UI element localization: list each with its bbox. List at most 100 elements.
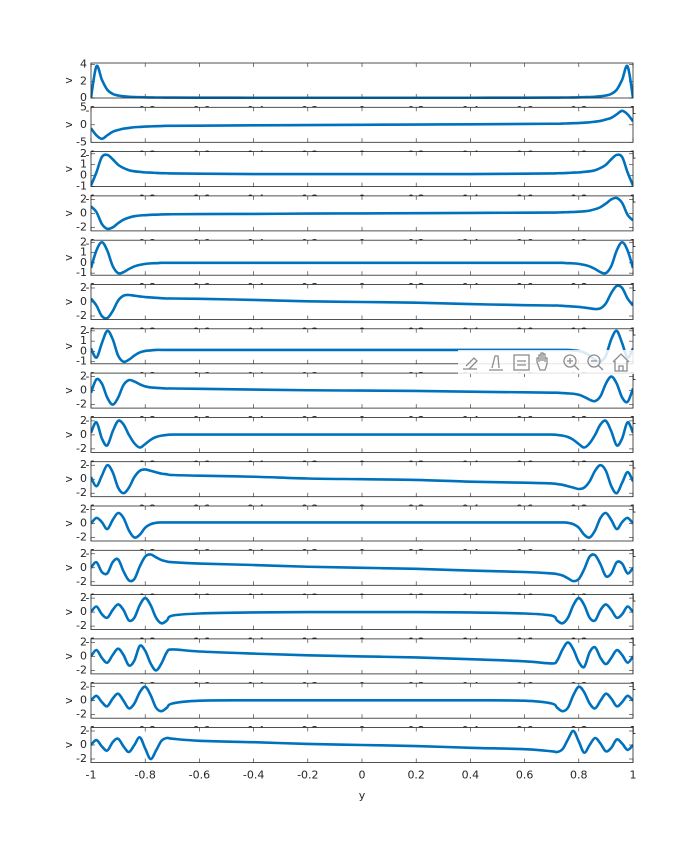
y-axis-label: v — [62, 77, 75, 84]
data-line — [91, 596, 633, 625]
data-line — [91, 284, 633, 320]
y-tick-label: -2 — [76, 708, 87, 721]
zoom-out-icon[interactable] — [587, 354, 604, 371]
y-tick-label: 2 — [80, 324, 87, 337]
y-axis-label: v — [62, 741, 75, 748]
y-tick-label: 2 — [80, 370, 87, 383]
y-tick-label: -5 — [76, 135, 87, 148]
x-tick-label: -0.4 — [243, 769, 264, 782]
axes-box — [90, 328, 634, 365]
y-axis-label: v — [62, 165, 75, 172]
y-tick-label: 2 — [80, 74, 87, 87]
y-axis-label: v — [62, 475, 75, 482]
home-icon[interactable] — [612, 353, 630, 372]
y-axis-label: v — [62, 564, 75, 571]
y-tick-label: 0 — [80, 384, 87, 397]
y-axis-label: v — [62, 121, 75, 128]
y-tick-label: 1 — [80, 158, 87, 171]
data-line — [91, 419, 633, 449]
axes-box — [90, 62, 634, 99]
datatip-icon[interactable] — [513, 354, 530, 371]
zoom-in-icon[interactable] — [563, 354, 580, 371]
y-axis-label: v — [62, 254, 75, 261]
y-tick-label: 0 — [80, 561, 87, 574]
axes-background — [91, 151, 633, 187]
x-tick-label: 0.2 — [407, 769, 425, 782]
x-axis-label: y — [359, 789, 366, 802]
axes-box — [90, 195, 634, 232]
y-tick-label: 2 — [80, 635, 87, 648]
y-tick-label: -2 — [76, 531, 87, 544]
y-tick-label: -2 — [76, 220, 87, 233]
y-axis-label: v — [62, 431, 75, 438]
x-tick-label: -1 — [86, 769, 97, 782]
y-tick-label: 0 — [80, 472, 87, 485]
y-tick-label: -2 — [76, 575, 87, 588]
y-tick-label: 0 — [80, 118, 87, 131]
y-axis-label: v — [62, 298, 75, 305]
y-tick-label: 0 — [80, 605, 87, 618]
y-tick-label: 4 — [80, 58, 87, 71]
brush-icon[interactable] — [489, 355, 503, 371]
x-tick-label: 0.6 — [516, 769, 534, 782]
y-tick-label: 0 — [80, 694, 87, 707]
y-axis-label: v — [62, 387, 75, 394]
data-line — [91, 196, 633, 231]
x-tick-label: -0.8 — [134, 769, 155, 782]
axes-box — [90, 638, 634, 675]
data-line — [91, 729, 633, 761]
y-tick-label: 2 — [80, 503, 87, 516]
y-tick-label: -1 — [76, 180, 87, 193]
y-tick-label: 0 — [80, 206, 87, 219]
axes-box — [90, 372, 634, 409]
pan-icon[interactable] — [536, 352, 548, 371]
axes-box — [90, 284, 634, 320]
export-icon[interactable] — [463, 357, 478, 370]
y-tick-label: -1 — [76, 266, 87, 279]
axes-box — [90, 461, 634, 498]
x-tick-label: -0.2 — [297, 769, 318, 782]
data-line — [91, 553, 633, 583]
axes-background — [91, 63, 633, 98]
axes-box — [90, 416, 634, 453]
y-tick-label: 0 — [80, 649, 87, 662]
y-tick-label: 0 — [80, 738, 87, 751]
axes-box — [90, 239, 634, 276]
data-line — [91, 463, 633, 495]
y-tick-label: 0 — [80, 295, 87, 308]
y-tick-label: 5 — [80, 100, 87, 113]
data-line — [91, 153, 633, 187]
y-tick-label: 0 — [80, 517, 87, 530]
data-line — [91, 109, 633, 141]
y-tick-label: 2 — [80, 591, 87, 604]
subplot: -202-1-0.8-0.6-0.4-0.200.20.40.60.81v — [62, 680, 637, 738]
x-tick-label: 0 — [359, 769, 366, 782]
y-tick-label: 0 — [80, 256, 87, 269]
y-tick-label: 2 — [80, 724, 87, 737]
axes-box — [90, 549, 634, 586]
y-tick-label: 1 — [80, 246, 87, 259]
y-axis-label: v — [62, 520, 75, 527]
y-tick-label: 1 — [80, 334, 87, 347]
x-tick-label: 0.4 — [462, 769, 480, 782]
y-tick-label: 2 — [80, 147, 87, 160]
y-axis-label: v — [62, 343, 75, 350]
y-tick-label: -2 — [76, 619, 87, 632]
y-tick-label: 2 — [80, 547, 87, 560]
x-tick-label: 0.8 — [570, 769, 588, 782]
axes-box — [90, 727, 634, 763]
y-tick-label: 2 — [80, 414, 87, 427]
y-tick-label: 2 — [80, 192, 87, 205]
y-tick-label: -2 — [76, 663, 87, 676]
y-tick-label: 0 — [80, 344, 87, 357]
axes-box — [90, 106, 634, 143]
y-axis-label: v — [62, 608, 75, 615]
plots: 024-1-0.8-0.6-0.4-0.200.20.40.60.81v-505… — [62, 58, 637, 782]
y-tick-label: -1 — [76, 355, 87, 368]
axes-box — [90, 151, 634, 188]
y-tick-label: 2 — [80, 235, 87, 248]
subplot: -202-1-0.8-0.6-0.4-0.200.20.40.60.81v — [62, 370, 637, 428]
data-line — [91, 685, 633, 713]
y-tick-label: 0 — [80, 91, 87, 104]
